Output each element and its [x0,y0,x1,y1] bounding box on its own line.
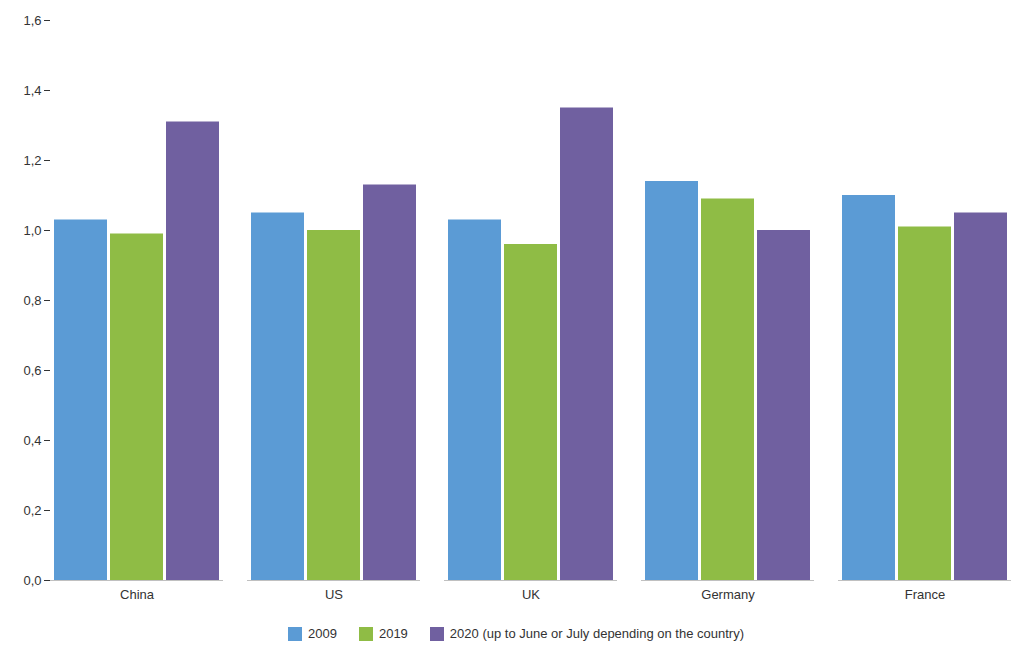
svg-text:US: US [325,587,343,602]
html-text:2009: 2009 [308,626,337,641]
svg-text:0,6: 0,6 [23,363,41,378]
svg-text:0,0: 0,0 [23,573,41,588]
html-text:2020 (up to June or July depen: 2020 (up to June or July depending on th… [449,626,744,641]
svg-text:France: France [905,587,945,602]
svg-text:1,6: 1,6 [23,13,41,28]
svg-text:China: China [120,587,155,602]
svg-text:1,4: 1,4 [23,83,41,98]
svg-text:Germany: Germany [701,587,755,602]
svg-text:UK: UK [522,587,540,602]
html-text:2019: 2019 [378,626,408,641]
svg-text:1,2: 1,2 [23,153,41,168]
svg-text:1,0: 1,0 [23,223,41,238]
svg-text:0,2: 0,2 [23,503,41,518]
svg-text:0,8: 0,8 [23,293,41,308]
svg-text:0,4: 0,4 [23,433,41,448]
